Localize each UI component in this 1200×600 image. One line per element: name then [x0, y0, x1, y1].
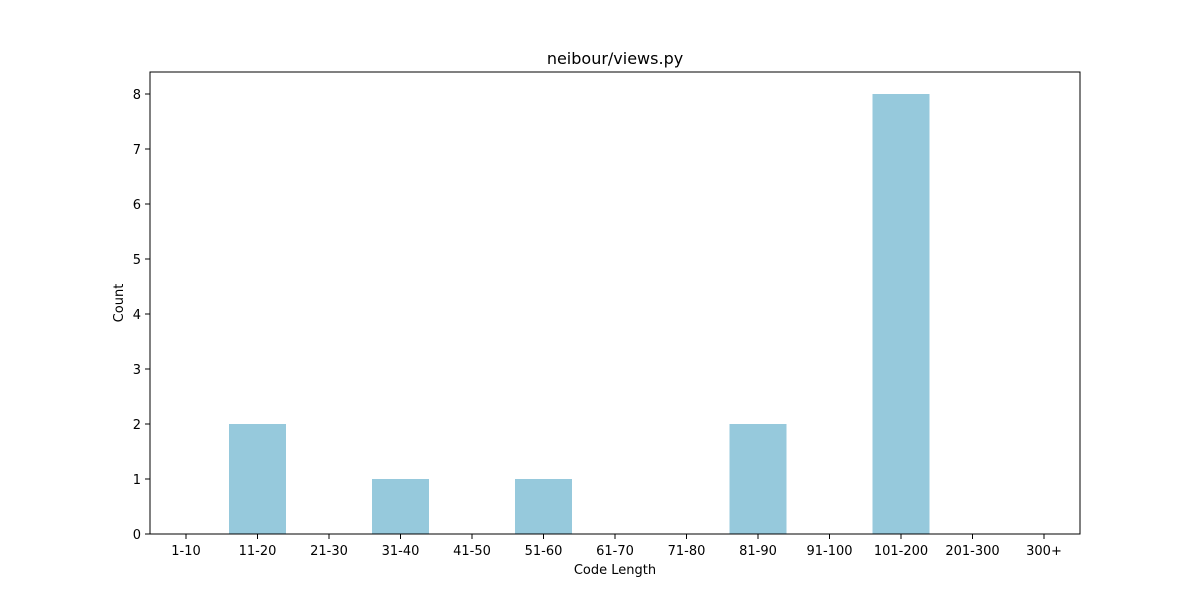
x-tick-label: 1-10 [171, 544, 201, 559]
bar-81-90 [729, 424, 787, 534]
y-tick-label: 5 [133, 253, 141, 268]
x-tick-label: 91-100 [806, 544, 852, 559]
y-axis-ticks: 0 1 2 3 4 5 6 7 8 [133, 88, 150, 543]
x-tick-label: 201-300 [945, 544, 999, 559]
bar-11-20 [229, 424, 286, 534]
x-tick-label: 71-80 [668, 544, 706, 559]
y-tick-label: 8 [133, 88, 141, 103]
x-tick-label: 31-40 [382, 544, 420, 559]
y-tick-label: 0 [133, 528, 141, 543]
x-axis-label: Code Length [574, 563, 656, 578]
x-tick-label: 81-90 [739, 544, 777, 559]
y-tick-label: 1 [133, 473, 141, 488]
x-tick-label: 101-200 [874, 544, 928, 559]
y-tick-label: 2 [133, 418, 141, 433]
bar-51-60 [515, 479, 572, 534]
x-tick-label: 21-30 [310, 544, 348, 559]
x-axis-ticks: 1-10 11-20 21-30 31-40 41-50 51-60 61-70 71-80 8… [171, 534, 1062, 559]
x-tick-label: 300+ [1026, 544, 1062, 559]
chart-title: neibour/views.py [547, 49, 683, 68]
y-tick-label: 4 [133, 308, 141, 323]
y-tick-label: 3 [133, 363, 141, 378]
bar-101-200 [872, 94, 930, 534]
bars-layer [229, 94, 930, 534]
y-tick-label: 6 [133, 198, 141, 213]
x-tick-label: 51-60 [525, 544, 563, 559]
y-axis-label: Count [112, 284, 127, 323]
x-tick-label: 41-50 [453, 544, 491, 559]
x-tick-label: 61-70 [596, 544, 634, 559]
y-tick-label: 7 [133, 143, 141, 158]
plot-frame [149, 71, 1081, 535]
bar-31-40 [372, 479, 429, 534]
x-tick-label: 11-20 [239, 544, 277, 559]
